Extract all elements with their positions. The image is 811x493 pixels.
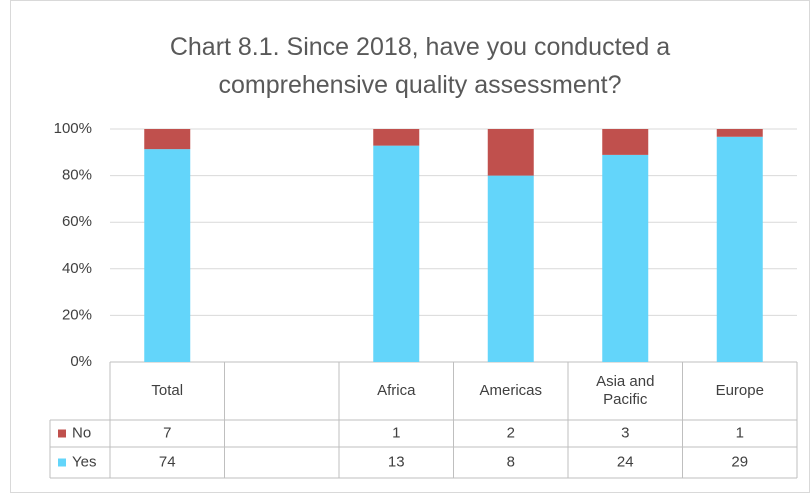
x-tick-label: Africa (377, 382, 416, 399)
bar-segment (602, 154, 649, 362)
legend-key (58, 458, 66, 467)
chart-title: Chart 8.1. Since 2018, have you conducte… (169, 33, 671, 99)
legend-label: No (72, 424, 91, 441)
bar-segment (144, 149, 191, 362)
bar-segment (373, 129, 420, 146)
bar-segment (716, 136, 763, 362)
bar-segment (487, 175, 534, 362)
x-tick-label: Europe (716, 382, 764, 399)
bar-segment (373, 145, 420, 362)
y-tick-label: 20% (62, 306, 92, 323)
legend-label: Yes (72, 453, 96, 470)
table-value: 24 (617, 453, 634, 470)
table-value: 29 (731, 453, 748, 470)
bar-segment (144, 129, 191, 150)
table-value: 3 (621, 424, 629, 441)
table-value: 2 (507, 424, 515, 441)
x-tick-label: Asia and Pacific (596, 373, 654, 408)
bar-segment (716, 129, 763, 137)
x-tick-label: Total (151, 382, 183, 399)
legend-key (58, 429, 66, 438)
bar-segment (602, 129, 649, 155)
y-tick-label: 40% (62, 260, 92, 277)
table-value: 7 (163, 424, 171, 441)
bar-segment (487, 129, 534, 176)
table-value: 1 (736, 424, 744, 441)
table-value: 13 (388, 453, 405, 470)
table-value: 8 (507, 453, 515, 470)
y-tick-label: 60% (62, 213, 92, 230)
table-value: 74 (159, 453, 176, 470)
y-tick-label: 80% (62, 167, 92, 184)
x-tick-label: Americas (479, 382, 542, 399)
y-tick-label: 0% (70, 353, 92, 370)
y-tick-label: 100% (54, 120, 92, 137)
table-value: 1 (392, 424, 400, 441)
